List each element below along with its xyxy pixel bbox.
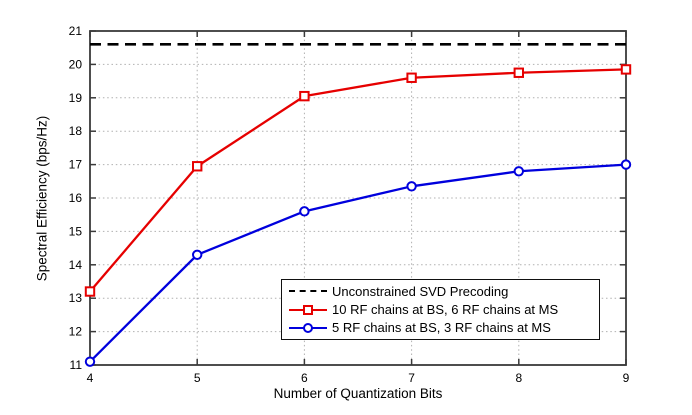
svg-text:18: 18 <box>69 124 83 138</box>
legend: Unconstrained SVD Precoding 10 RF chains… <box>281 279 600 340</box>
dashed-line-icon <box>289 284 327 298</box>
svg-text:7: 7 <box>408 371 415 385</box>
series-2 <box>84 159 632 367</box>
svg-text:17: 17 <box>69 158 83 172</box>
svg-text:16: 16 <box>69 191 83 205</box>
square-marker-line-icon <box>289 303 327 317</box>
svg-text:20: 20 <box>69 57 83 71</box>
svg-text:15: 15 <box>69 224 83 238</box>
svg-text:11: 11 <box>70 358 83 372</box>
svg-text:14: 14 <box>69 258 83 272</box>
x-tick-labels: 4 5 6 7 8 9 <box>87 371 630 385</box>
legend-entry-5rf: 5 RF chains at BS, 3 RF chains at MS <box>289 319 595 337</box>
legend-entry-10rf: 10 RF chains at BS, 6 RF chains at MS <box>289 301 595 319</box>
svg-text:21: 21 <box>69 24 83 38</box>
svg-text:5: 5 <box>194 371 201 385</box>
legend-label-10rf: 10 RF chains at BS, 6 RF chains at MS <box>332 302 559 317</box>
series-1 <box>84 64 632 297</box>
svg-text:4: 4 <box>87 371 94 385</box>
x-axis-title: Number of Quantization Bits <box>273 386 443 401</box>
circle-marker-line-icon <box>289 321 327 335</box>
svg-text:6: 6 <box>301 371 308 385</box>
legend-entry-svd: Unconstrained SVD Precoding <box>289 282 595 300</box>
svg-text:8: 8 <box>515 371 522 385</box>
svg-text:12: 12 <box>69 325 83 339</box>
legend-label-5rf: 5 RF chains at BS, 3 RF chains at MS <box>332 320 551 336</box>
svg-text:9: 9 <box>623 371 630 385</box>
svg-text:19: 19 <box>69 91 83 105</box>
svg-text:13: 13 <box>69 291 83 305</box>
y-axis-title: Spectral Efficiency (bps/Hz) <box>34 115 50 282</box>
legend-label-svd: Unconstrained SVD Precoding <box>332 283 509 299</box>
y-tick-labels: 11 12 13 14 15 16 17 18 19 20 21 <box>69 24 83 372</box>
